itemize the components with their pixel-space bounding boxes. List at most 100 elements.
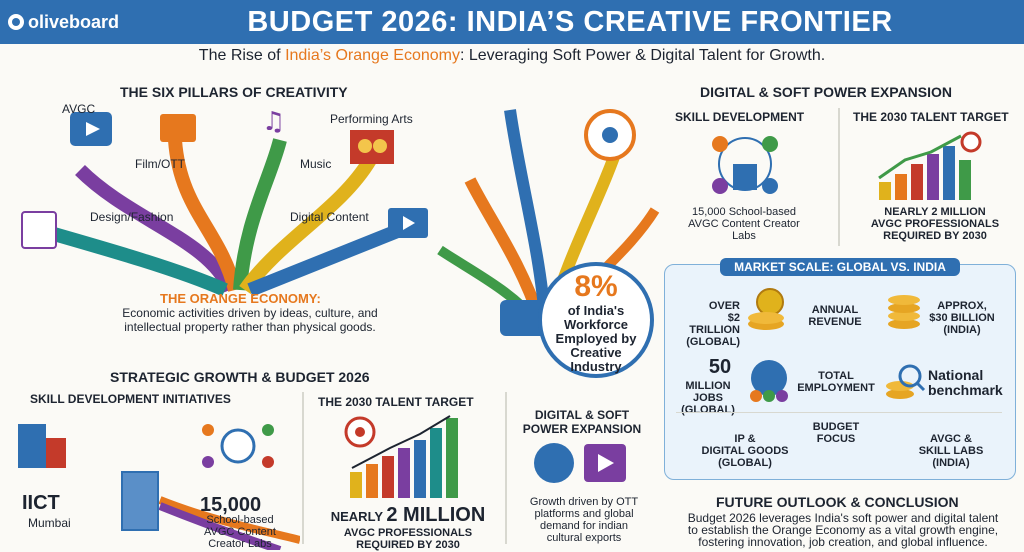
revenue-india-line: (INDIA) — [943, 324, 981, 336]
skill-line: 15,000 School-based — [692, 206, 796, 218]
dig-line: demand for indian — [539, 520, 629, 532]
focus-global: IP & DIGITAL GOODS (GLOBAL) — [700, 433, 790, 469]
orange-desc-line: intellectual property rather than physic… — [124, 320, 376, 334]
labs-count: 15,000 — [200, 494, 262, 516]
budget-focus-label: BUDGET FOCUS — [812, 421, 860, 445]
focus-india-line: (INDIA) — [932, 457, 970, 469]
revenue-label-line: REVENUE — [808, 316, 862, 328]
skill-network-icon — [712, 136, 778, 194]
workforce-text: Creative — [570, 345, 622, 360]
skill-dev-desc: 15,000 School-based AVGC Content Creator… — [664, 206, 824, 242]
coin-stack-icon — [748, 288, 784, 330]
design-sketch-icon — [21, 211, 57, 249]
strategic-divider — [302, 392, 304, 544]
revenue-global-line: (GLOBAL) — [686, 336, 740, 348]
tower-building-icon — [121, 471, 159, 531]
future-title: FUTURE OUTLOOK & CONCLUSION — [716, 494, 959, 510]
talent-bars-chart — [878, 131, 982, 200]
workforce-text: Workforce — [563, 317, 629, 332]
revenue-india: APPROX, $30 BILLION (INDIA) — [926, 300, 998, 336]
talent-pre: NEARLY — [330, 509, 387, 524]
subtitle-pre: The Rise of — [198, 47, 286, 64]
subtitle-highlight: India’s Orange Economy — [285, 47, 460, 64]
talent-big: 2 MILLION — [386, 504, 486, 526]
globe-people-icon — [750, 360, 788, 402]
dig-title-line: POWER EXPANSION — [522, 422, 642, 436]
focus-global-line: DIGITAL GOODS — [701, 445, 789, 457]
page-title: BUDGET 2026: INDIA’S CREATIVE FRONTIER — [247, 5, 893, 38]
pillars-streams-graphic: ♫ — [21, 107, 428, 297]
talent-2030-chart — [344, 415, 458, 498]
talent-line: REQUIRED BY 2030 — [356, 539, 460, 551]
market-divider — [676, 412, 1002, 413]
labs-desc: School-based AVGC Content Creator Labs — [190, 514, 290, 550]
workforce-stat: 8% of India's Workforce Employed by Crea… — [538, 270, 654, 374]
dig-power-desc: Growth driven by OTT platforms and globa… — [514, 496, 654, 544]
talent-2030-desc: NEARLY 2 MILLION AVGC PROFESSIONALS REQU… — [328, 504, 488, 551]
skill-initiatives-graphic — [18, 424, 300, 550]
pillar-label: Design/Fashion — [90, 210, 174, 224]
skill-dev-title: SKILL DEVELOPMENT — [675, 110, 805, 124]
workforce-percent: 8% — [574, 270, 618, 303]
talent-line: NEARLY 2 MILLION — [884, 206, 986, 218]
focus-global-line: IP & — [734, 433, 756, 445]
dig-power-title: DIGITAL & SOFT POWER EXPANSION — [510, 408, 654, 436]
header-bar — [0, 0, 1024, 44]
employment-global-line: MILLION JOBS — [685, 380, 731, 404]
pillar-label: Digital Content — [290, 210, 369, 224]
workforce-text: of India's — [567, 303, 625, 318]
dig-title-line: DIGITAL & SOFT — [534, 408, 630, 422]
revenue-global: OVER $2 TRILLION (GLOBAL) — [676, 300, 740, 348]
employment-label-line: TOTAL — [818, 370, 854, 382]
brand-logo[interactable]: oliveboard — [8, 8, 119, 36]
talent-line: REQUIRED BY 2030 — [883, 230, 987, 242]
talent-target-desc: NEARLY 2 MILLION AVGC PROFESSIONALS REQU… — [855, 206, 1015, 242]
iict-label: IICT — [22, 492, 60, 514]
page-subtitle: The Rise of India’s Orange Economy: Leve… — [0, 47, 1024, 69]
music-notes-icon: ♫ — [262, 107, 285, 137]
employment-global-big: 50 — [708, 356, 732, 378]
focus-global-line: (GLOBAL) — [718, 457, 772, 469]
orange-economy-title: THE ORANGE ECONOMY: — [160, 291, 321, 306]
focus-india: AVGC & SKILL LABS (INDIA) — [906, 433, 996, 469]
pillar-label: Film/OTT — [135, 157, 185, 171]
brand-dot-icon — [8, 14, 24, 30]
future-line: Budget 2026 leverages India's soft power… — [687, 511, 999, 525]
revenue-label-line: ANNUAL — [811, 304, 859, 316]
talent-line: AVGC PROFESSIONALS — [343, 527, 473, 539]
skill-initiatives-title: SKILL DEVELOPMENT INITIATIVES — [30, 392, 231, 406]
employment-global: MILLION JOBS (GLOBAL) — [672, 380, 744, 416]
focus-india-line: SKILL LABS — [918, 445, 984, 457]
revenue-india-line: APPROX, — [937, 300, 987, 312]
revenue-india-line: $30 BILLION — [929, 312, 995, 324]
mumbai-label: Mumbai — [28, 516, 71, 530]
globe-video-icon — [534, 443, 626, 483]
pillar-label: Music — [300, 157, 332, 171]
future-line: fostering innovation, job creation, and … — [698, 535, 988, 549]
clapperboard-icon — [160, 114, 196, 142]
network-hub-icon — [220, 428, 256, 464]
labs-line: School-based — [206, 514, 274, 526]
revenue-global-line: $2 TRILLION — [689, 312, 740, 336]
dig-line: Growth driven by OTT — [529, 496, 639, 508]
employment-india-line: benchmark — [928, 382, 1003, 398]
dig-line: platforms and global — [534, 508, 634, 520]
talent-2030-title: THE 2030 TALENT TARGET — [318, 395, 474, 409]
strategic-divider-2 — [505, 392, 507, 544]
revenue-label: ANNUAL REVENUE — [800, 304, 870, 328]
employment-india: National benchmark — [928, 368, 1008, 398]
coin-stack-india-icon — [888, 295, 920, 329]
labs-line: Creator Labs — [208, 538, 272, 550]
employment-label: TOTAL EMPLOYMENT — [796, 370, 876, 394]
digital-title: DIGITAL & SOFT POWER EXPANSION — [700, 84, 953, 100]
workforce-text: Industry — [570, 359, 622, 374]
subtitle-post: : Leveraging Soft Power & Digital Talent… — [459, 47, 826, 64]
skill-line: Labs — [732, 230, 756, 242]
brand-name: oliveboard — [28, 11, 120, 32]
workforce-text: Employed by — [555, 331, 637, 346]
skill-line: AVGC Content Creator — [688, 218, 800, 230]
digital-divider — [838, 108, 840, 246]
strategic-title: STRATEGIC GROWTH & BUDGET 2026 — [110, 369, 370, 385]
labs-line: AVGC Content — [204, 526, 276, 538]
talent-target-title: THE 2030 TALENT TARGET — [853, 110, 1009, 124]
